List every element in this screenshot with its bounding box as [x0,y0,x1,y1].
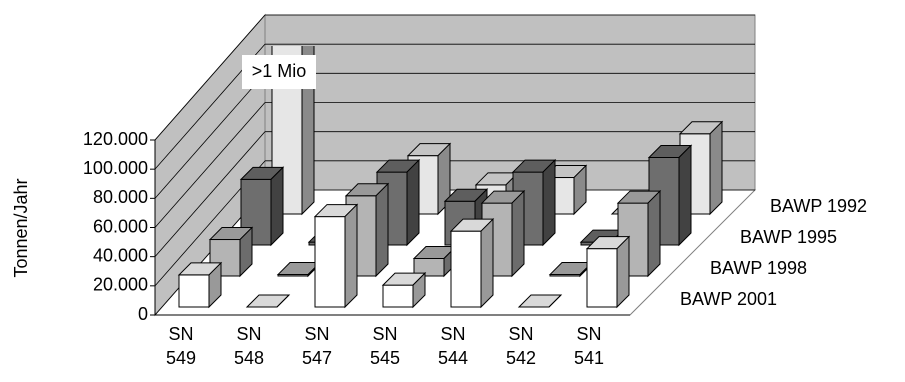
y-tick-label: 80.000 [93,187,148,207]
x-tick-label: SN 548 [233,324,265,368]
bar [585,235,631,309]
bar [239,166,285,247]
bar-side [573,164,587,216]
bar [517,294,563,308]
x-tick-label: SN 547 [301,324,333,368]
bar [177,261,223,309]
y-tick-label: 0 [138,304,148,324]
bar-side [208,261,222,309]
bar [616,189,662,278]
bar-side [511,189,525,278]
y-axis-title: Tonnen/Jahr [11,178,31,277]
grid-line [154,14,266,141]
bar-front [382,284,414,308]
bar-side [480,217,494,309]
bar-side [412,271,426,309]
bar-side [548,294,562,308]
bar-side [239,226,253,278]
annotation: >1 Mio [252,61,307,81]
y-tick-label: 40.000 [93,245,148,265]
grid-line [154,73,266,199]
x-tick-label: SN 541 [573,324,605,368]
annotation-box [242,55,316,89]
x-tick-label: SN 544 [437,324,469,368]
legend-label: BAWP 1995 [740,227,837,247]
bar-side [678,144,692,247]
bar-side [542,158,556,247]
legend-label: BAWP 1992 [770,196,867,216]
bar [449,217,495,309]
y-tick-label: 20.000 [93,275,148,295]
bar-front [178,274,210,308]
x-tick-label: SN 549 [165,324,197,368]
bar-side [709,120,723,216]
bar [381,271,427,309]
bar-side [406,158,420,247]
bar-side [375,182,389,278]
bar-side [276,294,290,308]
bar [245,294,291,308]
grid-line [154,131,266,257]
y-tick-label: 60.000 [93,216,148,236]
legend-label: BAWP 2001 [680,289,777,309]
x-tick-label: SN 545 [369,324,401,368]
bar [313,203,359,309]
bar-front [314,216,346,308]
bar-side [647,189,661,278]
bar-front [450,230,482,308]
legend-label: BAWP 1998 [710,258,807,278]
bar-side [270,166,284,247]
bar-front [586,248,618,308]
y-tick-label: 120.000 [83,129,148,149]
x-tick-label: SN 542 [505,324,537,368]
y-tick-label: 100.000 [83,158,148,178]
grid-line [154,102,266,228]
bar-side [616,235,630,309]
bar-side [344,203,358,309]
